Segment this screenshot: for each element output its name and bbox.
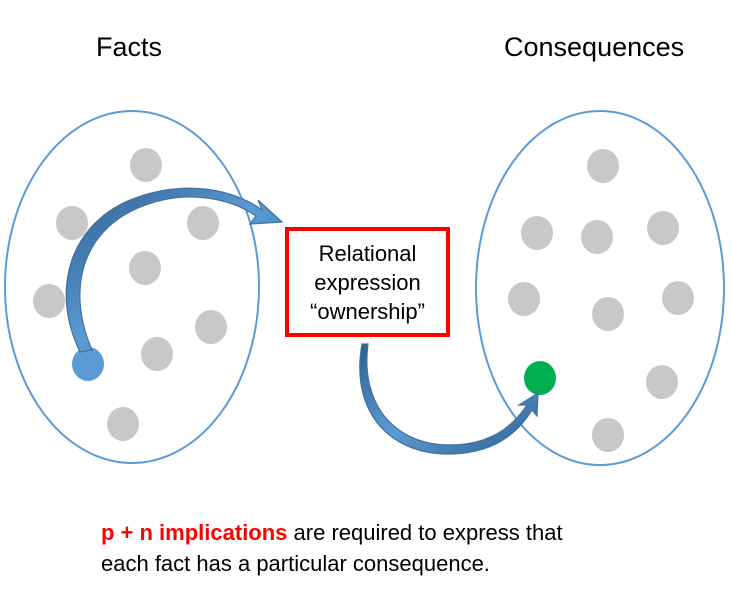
consequence-dot-highlighted — [524, 361, 556, 395]
fact-dot — [56, 206, 88, 240]
curved-arrow-icon — [65, 187, 284, 353]
fact-dot — [107, 407, 139, 441]
consequence-dot — [592, 297, 624, 331]
fact-dot — [130, 148, 162, 182]
consequences-ellipse — [475, 110, 725, 466]
facts-ellipse — [4, 110, 260, 464]
fact-dot — [187, 206, 219, 240]
fact-dot — [129, 251, 161, 285]
consequence-dot — [587, 149, 619, 183]
relation-line-1: Relational — [318, 240, 417, 266]
consequence-dot — [521, 216, 553, 250]
fact-dot — [141, 337, 173, 371]
caption: p + n implications are required to expre… — [101, 517, 721, 579]
caption-line-2: each fact has a particular consequence. — [101, 551, 490, 576]
facts-heading: Facts — [96, 32, 163, 62]
relation-line-2: expression — [314, 269, 421, 295]
consequence-dot — [581, 220, 613, 254]
fact-dot-highlighted — [72, 347, 104, 381]
consequence-dot — [662, 281, 694, 315]
caption-emphasis: p + n implications — [101, 520, 288, 545]
consequences-heading: Consequences — [504, 32, 685, 62]
caption-line-1-rest: are required to express that — [287, 520, 563, 545]
relation-line-3: “ownership” — [310, 298, 425, 324]
consequence-dot — [646, 365, 678, 399]
fact-dot — [33, 284, 65, 318]
consequence-dot — [508, 282, 540, 316]
curved-arrow-icon — [359, 343, 539, 455]
fact-dot — [195, 310, 227, 344]
relational-expression-box: Relational expression “ownership” — [285, 227, 450, 337]
consequence-dot — [647, 211, 679, 245]
consequence-dot — [592, 418, 624, 452]
